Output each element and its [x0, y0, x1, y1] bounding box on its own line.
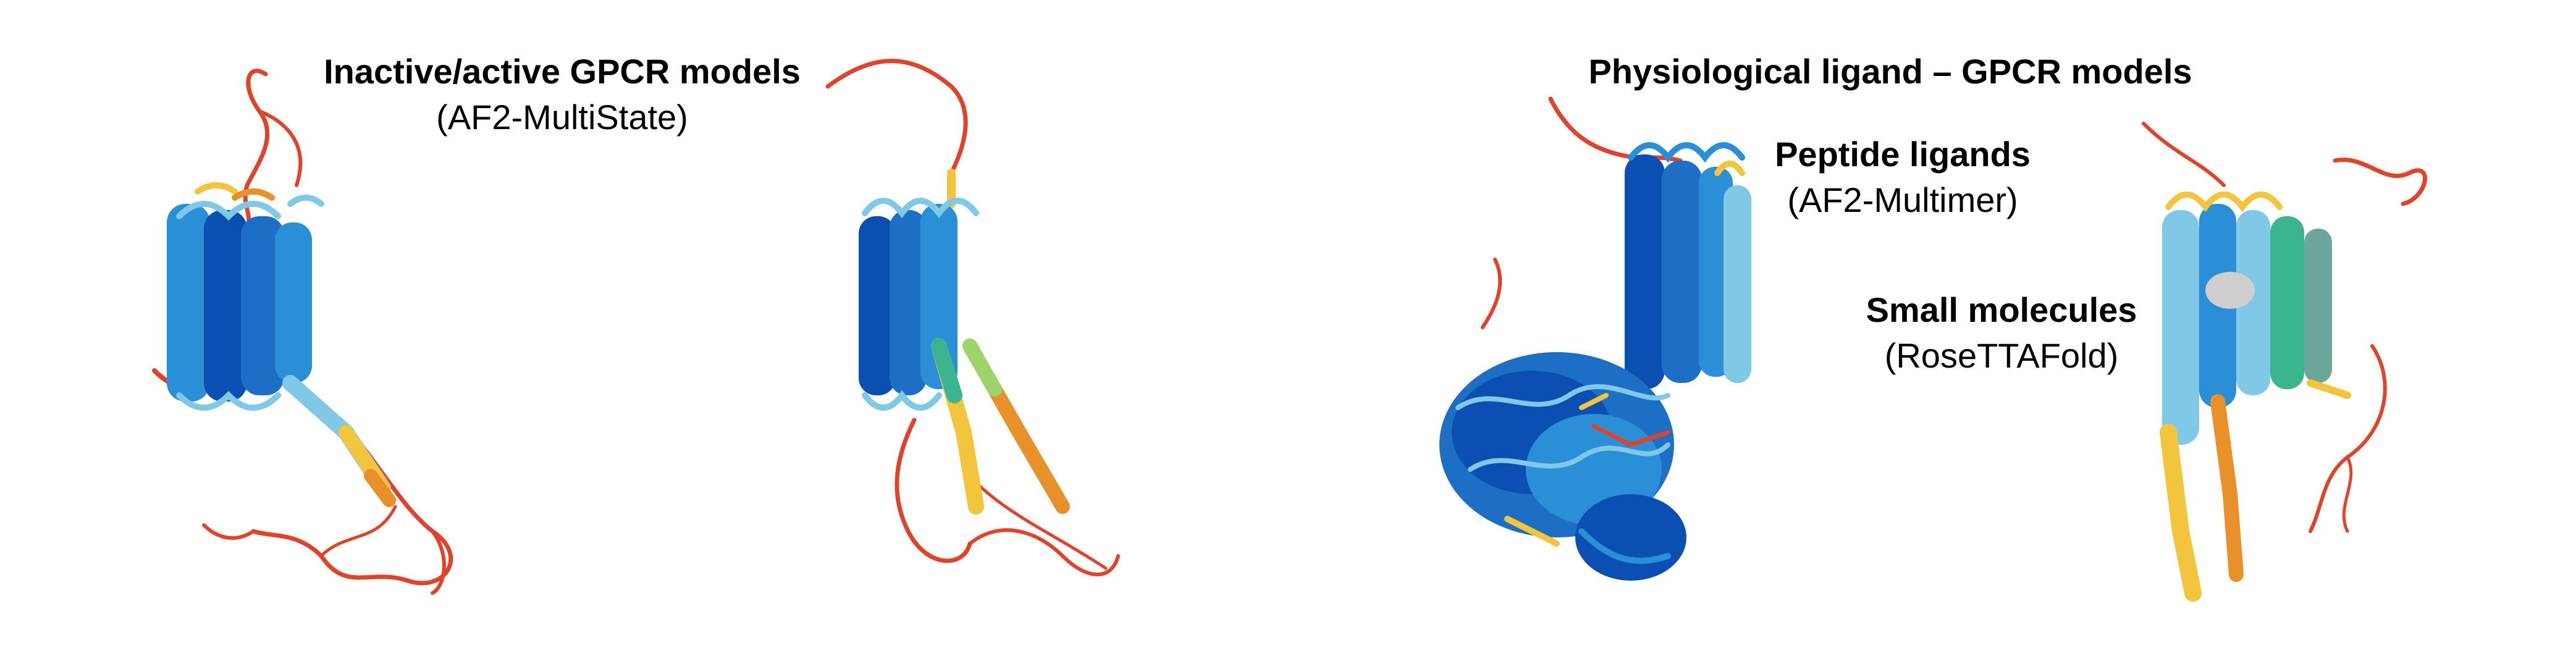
peptide-ligand-complex-model	[1439, 96, 1751, 581]
peptide-method: (AF2-Multimer)	[1787, 180, 2018, 219]
small-molecule-complex-model	[2142, 122, 2427, 602]
small-molecules-method: (RoseTTAFold)	[1884, 336, 2119, 375]
active-gpcr-model	[825, 59, 1120, 576]
inactive-gpcr-model	[152, 69, 453, 595]
left-title: Inactive/active GPCR models	[324, 52, 801, 91]
small-molecules-title: Small molecules	[1866, 290, 2137, 329]
right-title: Physiological ligand – GPCR models	[1588, 52, 2192, 91]
peptide-title: Peptide ligands	[1775, 135, 2031, 174]
left-method: (AF2-MultiState)	[436, 98, 688, 137]
